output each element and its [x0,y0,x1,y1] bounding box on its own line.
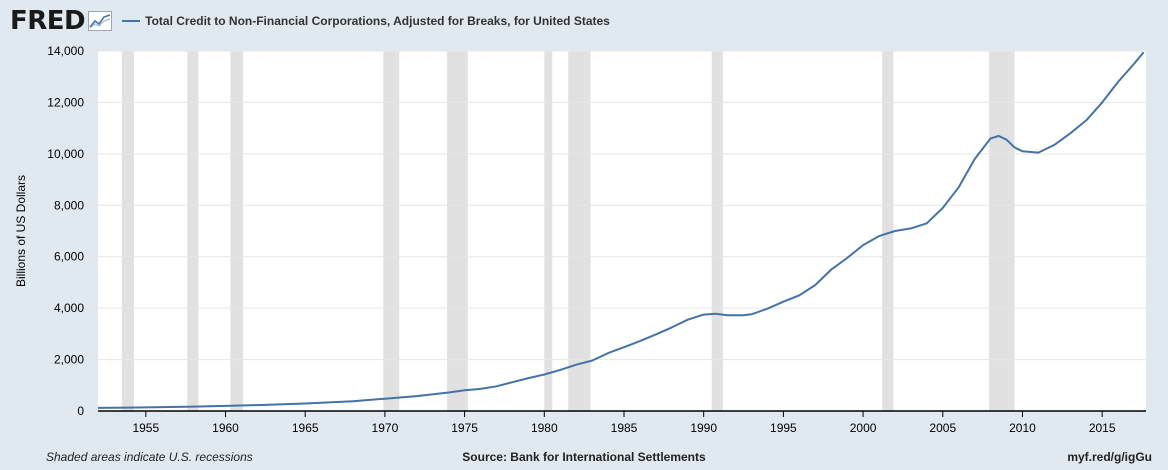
recession-band [568,51,591,411]
x-tick-label: 1975 [451,421,478,435]
y-tick-label: 14,000 [47,44,84,58]
x-tick-label: 1980 [531,421,558,435]
source-note: Source: Bank for International Settlemen… [462,450,706,464]
recession-band [711,51,723,411]
short-url-link[interactable]: myf.red/g/igGu [1067,450,1152,464]
recession-band [230,51,244,411]
y-axis-title: Billions of US Dollars [14,175,28,287]
legend-label: Total Credit to Non-Financial Corporatio… [145,14,610,28]
y-tick-label: 10,000 [47,147,84,161]
x-tick-label: 1995 [770,421,797,435]
x-tick-label: 1990 [690,421,717,435]
x-tick-label: 1985 [611,421,638,435]
recession-band [882,51,894,411]
x-tick-label: 1970 [372,421,399,435]
series-line [97,51,1145,409]
y-tick-label: 4,000 [54,301,84,315]
x-tick-label: 2000 [850,421,877,435]
recession-band [544,51,553,411]
x-tick-label: 2005 [929,421,956,435]
recession-band [988,51,1015,411]
y-tick-label: 2,000 [54,353,84,367]
header: FRED Total Credit to Non-Financial Corpo… [10,6,610,36]
y-tick-label: 8,000 [54,198,84,212]
recession-band [383,51,400,411]
x-tick-label: 2010 [1009,421,1036,435]
plot-area [98,51,1146,411]
y-tick-label: 0 [77,404,84,418]
x-tick-label: 1965 [292,421,319,435]
y-tick-label: 6,000 [54,250,84,264]
legend-swatch [122,20,141,22]
x-tick-label: 1960 [212,421,239,435]
x-tick-label: 2015 [1089,421,1116,435]
fred-logo[interactable]: FRED [10,6,86,36]
recession-band [187,51,199,411]
x-tick-label: 1955 [132,421,159,435]
recession-band [121,51,134,411]
y-tick-label: 12,000 [47,95,84,109]
legend: Total Credit to Non-Financial Corporatio… [122,14,610,28]
line-graph-icon [88,11,113,31]
recession-note: Shaded areas indicate U.S. recessions [46,450,253,464]
recession-band [447,51,468,411]
